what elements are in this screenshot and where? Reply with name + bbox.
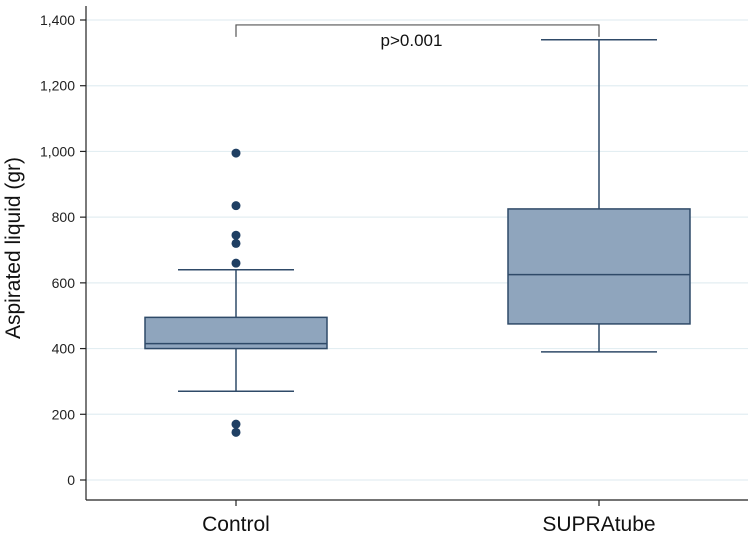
outlier-point bbox=[231, 238, 241, 248]
y-tick-label: 1,400 bbox=[40, 12, 75, 28]
axis-layer: 0 200 400 600 800 1,000 1,200 1,400 Control SUPRA… bbox=[40, 6, 748, 533]
box-group-supratube bbox=[507, 38, 691, 353]
outlier-point bbox=[231, 201, 241, 211]
y-tick-label: 800 bbox=[52, 209, 76, 225]
x-tick-label-control: Control bbox=[202, 513, 270, 533]
y-tick-label: 600 bbox=[52, 275, 76, 291]
outlier-point bbox=[231, 258, 241, 268]
y-axis-label: Aspirated liquid (gr) bbox=[2, 157, 25, 339]
y-tick-label: 0 bbox=[67, 472, 75, 488]
outlier-point bbox=[231, 230, 241, 240]
y-tick-label: 1,200 bbox=[40, 78, 75, 94]
outlier-point bbox=[231, 427, 241, 437]
outlier-point bbox=[231, 419, 241, 429]
y-tick-label: 400 bbox=[52, 341, 76, 357]
box-layer bbox=[144, 38, 691, 437]
box-group-control bbox=[144, 148, 328, 437]
y-tick-label: 200 bbox=[52, 406, 76, 422]
p-value-annotation: p>0.001 bbox=[381, 31, 443, 50]
x-tick-label-supratube: SUPRAtube bbox=[542, 513, 655, 533]
iqr-box bbox=[507, 208, 691, 325]
y-tick-label: 1,000 bbox=[40, 143, 75, 159]
annotation-layer: p>0.001 bbox=[235, 24, 600, 50]
outlier-point bbox=[231, 148, 241, 158]
significance-bracket bbox=[235, 24, 600, 37]
